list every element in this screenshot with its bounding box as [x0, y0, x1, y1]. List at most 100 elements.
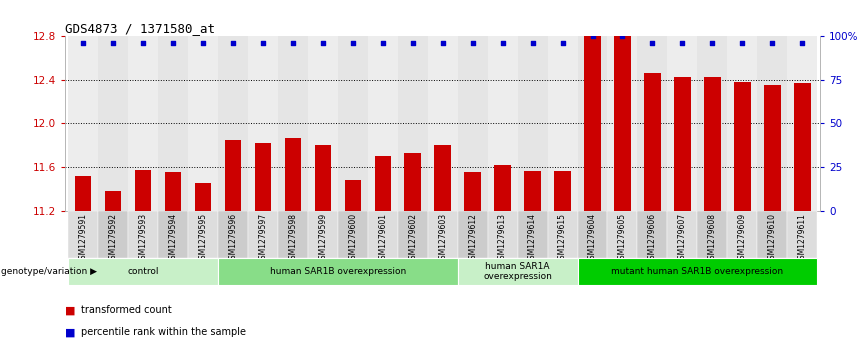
- Text: GSM1279594: GSM1279594: [168, 213, 177, 264]
- Bar: [308, 211, 338, 258]
- Point: [226, 40, 240, 46]
- Bar: [398, 211, 428, 258]
- Point: [286, 40, 299, 46]
- Bar: [404, 153, 421, 211]
- Bar: [548, 211, 577, 258]
- Bar: [517, 36, 548, 211]
- Bar: [787, 36, 818, 211]
- Bar: [757, 36, 787, 211]
- Point: [345, 40, 359, 46]
- Bar: [435, 145, 450, 211]
- Bar: [98, 36, 128, 211]
- Point: [496, 40, 510, 46]
- Bar: [278, 211, 308, 258]
- Text: GSM1279603: GSM1279603: [438, 213, 447, 264]
- Text: GSM1279598: GSM1279598: [288, 213, 298, 264]
- Text: GSM1279610: GSM1279610: [768, 213, 777, 264]
- Bar: [225, 140, 241, 211]
- Text: GSM1279592: GSM1279592: [108, 213, 117, 264]
- Bar: [577, 258, 818, 285]
- Text: GSM1279599: GSM1279599: [319, 213, 327, 264]
- Bar: [517, 211, 548, 258]
- Text: GSM1279613: GSM1279613: [498, 213, 507, 264]
- Text: GSM1279596: GSM1279596: [228, 213, 238, 264]
- Bar: [464, 172, 481, 211]
- Text: GSM1279601: GSM1279601: [378, 213, 387, 264]
- Bar: [188, 36, 218, 211]
- Bar: [667, 211, 697, 258]
- Bar: [524, 171, 541, 211]
- Text: GSM1279615: GSM1279615: [558, 213, 567, 264]
- Bar: [697, 36, 727, 211]
- Point: [466, 40, 480, 46]
- Bar: [608, 211, 637, 258]
- Bar: [428, 36, 457, 211]
- Bar: [68, 36, 98, 211]
- Bar: [338, 211, 368, 258]
- Point: [316, 40, 330, 46]
- Point: [526, 40, 540, 46]
- Bar: [764, 85, 780, 211]
- Bar: [135, 170, 151, 211]
- Bar: [667, 36, 697, 211]
- Bar: [248, 36, 278, 211]
- Point: [376, 40, 390, 46]
- Bar: [194, 183, 211, 211]
- Text: GSM1279605: GSM1279605: [618, 213, 627, 264]
- Text: GSM1279600: GSM1279600: [348, 213, 358, 264]
- Bar: [457, 211, 488, 258]
- Bar: [734, 82, 751, 211]
- Text: mutant human SAR1B overexpression: mutant human SAR1B overexpression: [611, 267, 784, 276]
- Bar: [555, 171, 571, 211]
- Point: [76, 40, 90, 46]
- Point: [166, 40, 180, 46]
- Point: [615, 33, 629, 39]
- Bar: [488, 36, 517, 211]
- Point: [436, 40, 450, 46]
- Bar: [615, 36, 631, 211]
- Bar: [188, 211, 218, 258]
- Point: [795, 40, 809, 46]
- Bar: [584, 36, 601, 211]
- Text: human SAR1B overexpression: human SAR1B overexpression: [270, 267, 406, 276]
- Bar: [697, 211, 727, 258]
- Bar: [128, 36, 158, 211]
- Point: [706, 40, 720, 46]
- Bar: [218, 36, 248, 211]
- Text: GSM1279612: GSM1279612: [468, 213, 477, 264]
- Bar: [794, 83, 811, 211]
- Point: [586, 33, 600, 39]
- Bar: [644, 73, 661, 211]
- Text: percentile rank within the sample: percentile rank within the sample: [81, 327, 246, 337]
- Bar: [368, 211, 398, 258]
- Bar: [158, 211, 188, 258]
- Text: GSM1279614: GSM1279614: [528, 213, 537, 264]
- Point: [196, 40, 210, 46]
- Bar: [727, 36, 757, 211]
- Bar: [218, 211, 248, 258]
- Point: [136, 40, 150, 46]
- Bar: [278, 36, 308, 211]
- Bar: [457, 258, 577, 285]
- Bar: [338, 36, 368, 211]
- Bar: [98, 211, 128, 258]
- Text: GSM1279597: GSM1279597: [259, 213, 267, 264]
- Bar: [757, 211, 787, 258]
- Point: [646, 40, 660, 46]
- Bar: [727, 211, 757, 258]
- Text: GSM1279602: GSM1279602: [408, 213, 418, 264]
- Bar: [308, 36, 338, 211]
- Text: genotype/variation ▶: genotype/variation ▶: [1, 267, 97, 276]
- Bar: [608, 36, 637, 211]
- Text: GSM1279604: GSM1279604: [588, 213, 597, 264]
- Bar: [428, 211, 457, 258]
- Bar: [398, 36, 428, 211]
- Bar: [674, 77, 691, 211]
- Bar: [495, 165, 511, 211]
- Text: GSM1279608: GSM1279608: [708, 213, 717, 264]
- Bar: [457, 36, 488, 211]
- Bar: [105, 191, 122, 211]
- Bar: [577, 211, 608, 258]
- Bar: [165, 172, 181, 211]
- Text: ■: ■: [65, 305, 76, 315]
